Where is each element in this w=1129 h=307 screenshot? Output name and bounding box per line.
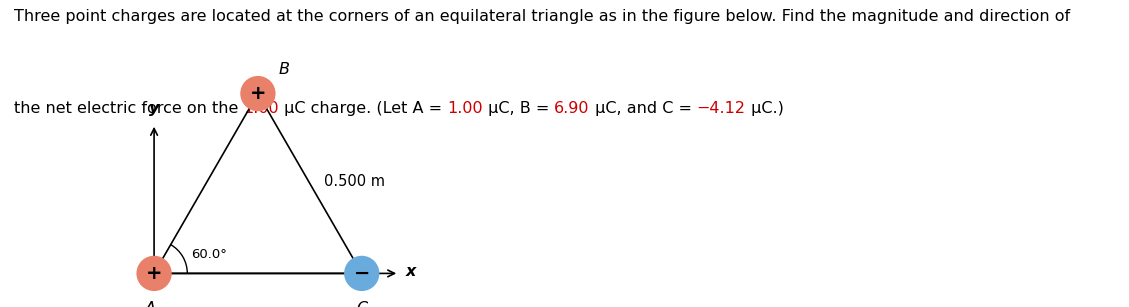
Text: μC charge. (Let A =: μC charge. (Let A =	[279, 101, 447, 116]
Text: B: B	[279, 62, 290, 77]
Text: Three point charges are located at the corners of an equilateral triangle as in : Three point charges are located at the c…	[14, 9, 1069, 24]
Text: 60.0°: 60.0°	[192, 248, 227, 261]
Text: 6.90: 6.90	[554, 101, 589, 116]
Text: −4.12: −4.12	[697, 101, 745, 116]
Circle shape	[344, 256, 379, 291]
Text: y: y	[149, 101, 159, 115]
Text: −: −	[353, 264, 370, 283]
Text: the net electric force on the: the net electric force on the	[14, 101, 243, 116]
Circle shape	[137, 256, 172, 291]
Text: +: +	[146, 264, 163, 283]
Text: +: +	[250, 84, 266, 103]
Text: A: A	[145, 301, 156, 307]
Text: C: C	[356, 301, 367, 307]
Text: μC, B =: μC, B =	[482, 101, 554, 116]
Text: μC, and C =: μC, and C =	[589, 101, 697, 116]
Text: x: x	[405, 264, 415, 279]
Text: 1.00: 1.00	[447, 101, 482, 116]
Text: μC.): μC.)	[745, 101, 784, 116]
Circle shape	[240, 76, 275, 111]
Text: 0.500 m: 0.500 m	[324, 174, 385, 189]
Text: 1.00: 1.00	[243, 101, 279, 116]
